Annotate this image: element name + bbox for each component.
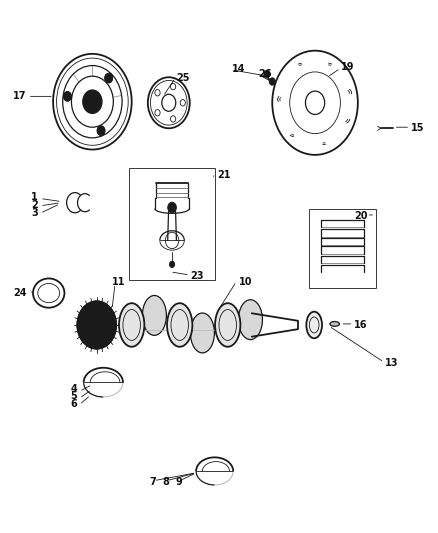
Circle shape: [264, 70, 270, 78]
Text: 20: 20: [354, 211, 367, 221]
Text: 23: 23: [191, 271, 204, 281]
Circle shape: [168, 202, 177, 213]
Bar: [130, 168, 215, 280]
Circle shape: [77, 301, 117, 349]
Circle shape: [269, 78, 276, 85]
Ellipse shape: [167, 303, 192, 347]
Text: 8: 8: [162, 477, 169, 487]
Text: 19: 19: [341, 62, 355, 72]
Circle shape: [97, 126, 105, 135]
Text: 3: 3: [31, 208, 38, 219]
Text: 7: 7: [149, 477, 155, 487]
Ellipse shape: [191, 313, 215, 353]
Text: 25: 25: [176, 73, 190, 83]
Circle shape: [64, 92, 71, 101]
Ellipse shape: [119, 303, 145, 347]
Text: 6: 6: [71, 399, 77, 409]
Text: 24: 24: [14, 288, 27, 298]
Text: 10: 10: [239, 278, 252, 287]
Text: 13: 13: [385, 358, 399, 368]
Text: 15: 15: [411, 123, 424, 133]
Text: 1: 1: [31, 192, 38, 203]
Text: 2: 2: [31, 200, 38, 211]
Text: 16: 16: [354, 320, 368, 330]
Ellipse shape: [33, 278, 64, 308]
Circle shape: [170, 261, 175, 268]
Ellipse shape: [215, 303, 240, 347]
Text: 14: 14: [232, 64, 246, 74]
Text: 26: 26: [258, 69, 272, 79]
Text: 9: 9: [175, 477, 182, 487]
Circle shape: [105, 74, 113, 83]
Text: 21: 21: [217, 169, 230, 180]
Ellipse shape: [142, 295, 166, 335]
Text: 5: 5: [71, 391, 77, 401]
Circle shape: [83, 90, 102, 114]
Bar: [308, 209, 376, 288]
Ellipse shape: [238, 300, 262, 340]
Text: 11: 11: [112, 278, 126, 287]
Ellipse shape: [330, 321, 339, 326]
Ellipse shape: [306, 312, 322, 338]
Text: 4: 4: [71, 384, 77, 394]
Text: 17: 17: [13, 91, 26, 101]
